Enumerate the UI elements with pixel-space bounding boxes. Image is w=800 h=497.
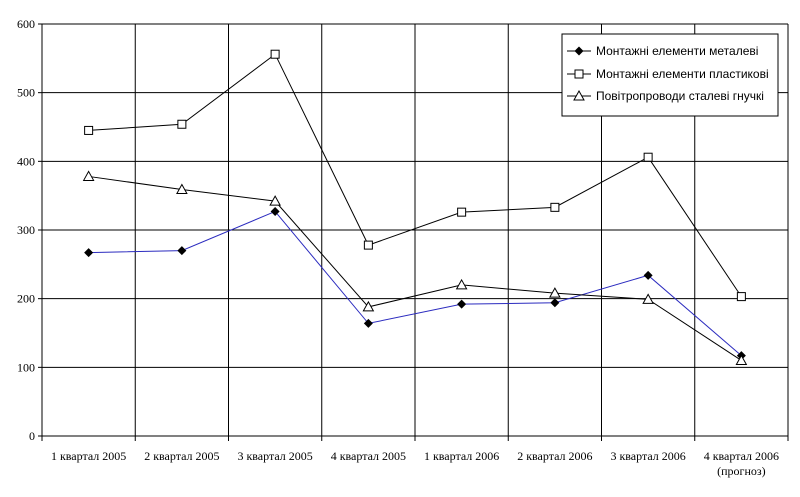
x-tick-label: 2 квартал 2005	[144, 449, 219, 463]
data-point	[270, 206, 280, 216]
x-tick-label: 1 квартал 2005	[51, 449, 126, 463]
y-tick-label: 200	[17, 292, 35, 306]
data-point	[735, 354, 748, 365]
data-point	[177, 119, 187, 129]
data-point	[84, 125, 94, 135]
series-2	[82, 170, 748, 365]
data-point	[363, 240, 373, 250]
diamond-marker-icon	[574, 46, 584, 56]
legend-item-plastic: Монтажні елементи пластикові	[567, 67, 769, 81]
series-line	[88, 53, 742, 297]
x-axis-ticks: 1 квартал 2005 2 квартал 2005 3 квартал 20…	[41, 436, 789, 478]
data-point	[550, 298, 560, 308]
x-tick-label: 1 квартал 2006	[424, 449, 499, 463]
legend-label: Монтажні елементи пластикові	[596, 67, 769, 81]
data-point	[457, 207, 467, 217]
data-point	[177, 246, 187, 256]
series-line	[88, 210, 742, 357]
legend-item-ducts: Повітропроводи сталеві гнучкі	[567, 89, 764, 103]
series-1	[84, 49, 746, 302]
triangle-marker-icon	[573, 89, 585, 101]
y-tick-label: 300	[17, 223, 35, 237]
data-point	[643, 152, 653, 162]
x-tick-sublabel: (прогноз)	[717, 464, 766, 478]
data-point	[362, 300, 375, 312]
legend: Монтажні елементи металеві Монтажні елем…	[561, 33, 779, 117]
y-tick-label: 400	[17, 154, 35, 168]
data-point	[457, 299, 467, 309]
x-tick-label: 2 квартал 2006	[517, 449, 592, 463]
data-point	[82, 170, 95, 181]
legend-label: Повітропроводи сталеві гнучкі	[596, 89, 764, 103]
x-tick-label: 4 квартал 2005	[331, 449, 406, 463]
data-point	[270, 49, 280, 59]
data-point	[642, 293, 654, 304]
series-0	[84, 206, 746, 361]
series-layer	[82, 49, 748, 365]
x-tick-label: 3 квартал 2005	[237, 449, 312, 463]
y-tick-label: 600	[17, 17, 35, 31]
data-point	[455, 278, 468, 290]
y-tick-label: 0	[29, 429, 35, 443]
series-line	[88, 175, 742, 361]
data-point	[549, 287, 561, 298]
data-point	[643, 270, 653, 280]
data-point	[550, 202, 560, 212]
x-tick-label: 4 квартал 2006	[704, 449, 779, 463]
data-point	[269, 195, 281, 206]
data-point	[736, 292, 746, 302]
y-tick-label: 500	[17, 86, 35, 100]
data-point	[176, 183, 188, 194]
y-axis-ticks: 0 100 200 300 400 500 600	[17, 17, 42, 443]
y-tick-label: 100	[17, 360, 35, 374]
square-marker-icon	[574, 69, 584, 79]
legend-item-metal: Монтажні елементи металеві	[567, 44, 758, 58]
data-point	[84, 248, 94, 258]
data-point	[363, 318, 373, 328]
legend-label: Монтажні елементи металеві	[596, 44, 758, 58]
x-tick-label: 3 квартал 2006	[610, 449, 685, 463]
legend-box	[561, 33, 779, 117]
